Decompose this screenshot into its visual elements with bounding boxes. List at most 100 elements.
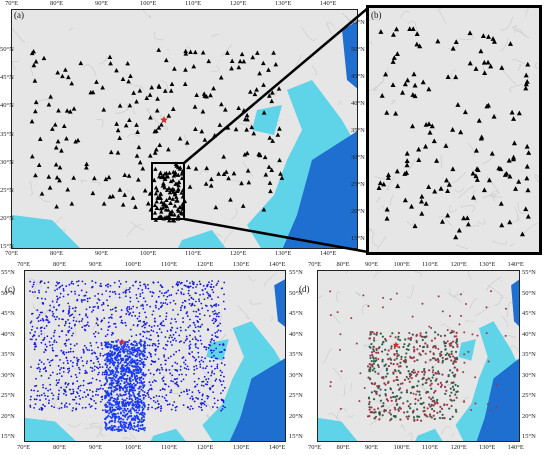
event-dot: [163, 355, 166, 358]
station-triangle-icon: [278, 171, 283, 176]
event-dot: [222, 357, 225, 359]
event-dot: [392, 362, 395, 366]
event-dot: [111, 308, 114, 311]
event-dot: [413, 360, 416, 363]
event-dot: [179, 365, 182, 368]
event-dot: [463, 353, 466, 356]
d-bottom-tick: 120°E: [450, 444, 467, 451]
relief-line: [373, 80, 384, 91]
event-dot: [110, 393, 113, 396]
relief-line: [379, 410, 389, 418]
event-dot: [137, 400, 140, 403]
event-dot: [101, 373, 104, 376]
station-triangle-icon: [162, 88, 168, 93]
event-dot: [156, 407, 159, 409]
event-dot: [404, 359, 407, 362]
event-dot: [110, 361, 113, 364]
a-bottom-tick: 130°E: [275, 250, 292, 257]
event-dot: [444, 392, 447, 395]
d-right-tick: 30°N: [522, 371, 536, 379]
event-dot: [152, 310, 155, 313]
event-dot: [84, 406, 87, 409]
event-dot: [390, 399, 393, 402]
d-bottom-tick: 110°E: [422, 444, 439, 451]
event-dot: [150, 329, 153, 332]
relief-line: [369, 415, 384, 426]
station-triangle-icon: [168, 88, 174, 93]
event-dot: [433, 417, 436, 421]
event-dot: [198, 391, 201, 394]
event-dot: [111, 359, 114, 362]
epicenter-star-icon: [392, 341, 400, 348]
event-dot: [133, 384, 136, 387]
station-triangle-icon: [47, 185, 53, 190]
event-dot: [405, 415, 408, 418]
relief-line: [469, 297, 479, 309]
event-dot: [100, 342, 103, 344]
event-dot: [141, 291, 144, 294]
relief-line: [390, 100, 396, 105]
relief-line: [427, 359, 431, 363]
event-dot: [402, 345, 405, 349]
event-dot: [136, 396, 139, 399]
event-dot: [448, 353, 451, 356]
relief-line: [369, 19, 379, 22]
event-dot: [387, 364, 390, 368]
event-dot: [367, 396, 371, 399]
event-dot: [131, 371, 134, 374]
event-dot: [177, 283, 180, 286]
event-dot: [189, 408, 191, 411]
epicenter-star-icon: [160, 116, 168, 124]
event-dot: [203, 298, 206, 301]
relief-line: [45, 299, 55, 312]
event-dot: [392, 414, 395, 418]
event-dot: [169, 372, 172, 375]
event-dot: [113, 348, 116, 351]
event-dot: [209, 388, 212, 391]
event-dot: [391, 391, 394, 394]
relief-line: [441, 426, 452, 435]
event-dot: [149, 352, 152, 355]
event-dot: [224, 406, 226, 409]
event-dot: [101, 366, 104, 368]
event-dot: [188, 302, 191, 305]
event-dot: [106, 360, 109, 363]
relief-line: [406, 220, 414, 226]
relief-line: [413, 271, 422, 278]
event-dot: [123, 350, 126, 353]
event-dot: [158, 328, 161, 330]
station-triangle-icon: [279, 175, 285, 180]
station-triangle-icon: [133, 204, 138, 209]
event-dot: [154, 348, 157, 351]
event-dot: [41, 317, 44, 320]
event-dot: [91, 377, 94, 380]
station-triangle-icon: [453, 234, 459, 240]
event-dot: [125, 340, 128, 343]
event-dot: [147, 403, 150, 406]
event-dot: [134, 375, 137, 378]
event-dot: [82, 364, 85, 367]
event-dot: [83, 325, 86, 327]
event-dot: [163, 324, 165, 327]
event-dot: [48, 399, 50, 402]
event-dot: [452, 388, 456, 391]
station-triangle-icon: [268, 188, 273, 194]
event-dot: [416, 418, 419, 422]
event-dot: [123, 407, 126, 410]
event-dot: [38, 408, 41, 411]
event-dot: [47, 402, 50, 404]
event-dot: [192, 329, 195, 332]
event-dot: [123, 428, 126, 431]
event-dot: [128, 350, 131, 353]
event-dot: [355, 342, 358, 345]
event-dot: [135, 342, 138, 345]
event-dot: [180, 329, 182, 332]
event-dot: [53, 315, 56, 318]
event-dot: [214, 367, 216, 370]
event-dot: [101, 347, 104, 350]
event-dot: [120, 321, 123, 324]
event-dot: [155, 306, 157, 309]
event-dot: [142, 307, 145, 310]
station-triangle-icon: [126, 173, 132, 178]
relief-line: [453, 187, 465, 193]
